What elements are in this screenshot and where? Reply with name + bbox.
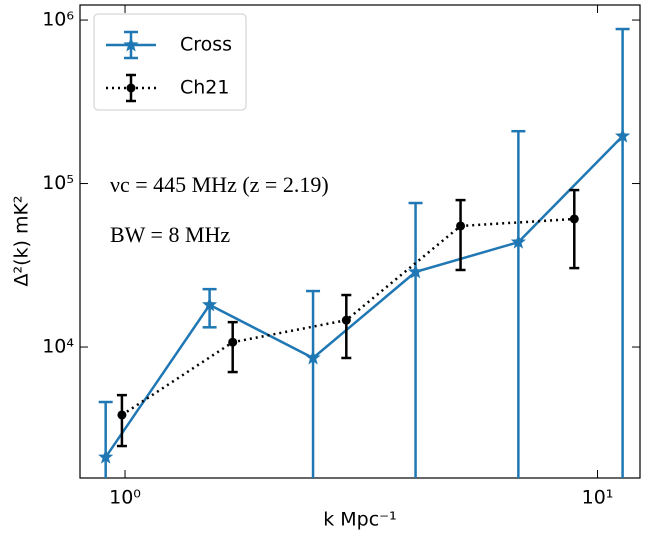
- marker: [201, 296, 218, 312]
- legend-label: Cross: [180, 34, 232, 56]
- marker: [305, 349, 321, 365]
- series-line: [104, 135, 624, 458]
- legend-marker: [126, 83, 136, 93]
- y-axis-label: Δ²(k) mK²: [11, 195, 33, 286]
- legend-label: Ch21: [180, 77, 230, 99]
- annotation: νc = 445 MHz (z = 2.19): [110, 172, 329, 197]
- marker: [117, 410, 127, 420]
- marker: [614, 128, 631, 143]
- x-tick-label: 10¹: [582, 487, 614, 509]
- marker: [407, 263, 424, 279]
- marker: [228, 337, 238, 347]
- marker: [510, 234, 526, 249]
- marker: [456, 221, 466, 231]
- plot-frame: [79, 4, 641, 479]
- annotation: BW = 8 MHz: [110, 222, 230, 247]
- y-tick-label: 10⁵: [42, 172, 74, 194]
- y-tick-label: 10⁴: [42, 336, 74, 358]
- legend-marker: [123, 37, 139, 52]
- x-tick-label: 10⁰: [109, 487, 141, 509]
- x-axis-label: k Mpc⁻¹: [323, 509, 397, 531]
- marker: [341, 315, 351, 325]
- y-tick-label: 10⁶: [42, 9, 74, 31]
- marker: [569, 214, 579, 224]
- marker: [98, 449, 114, 464]
